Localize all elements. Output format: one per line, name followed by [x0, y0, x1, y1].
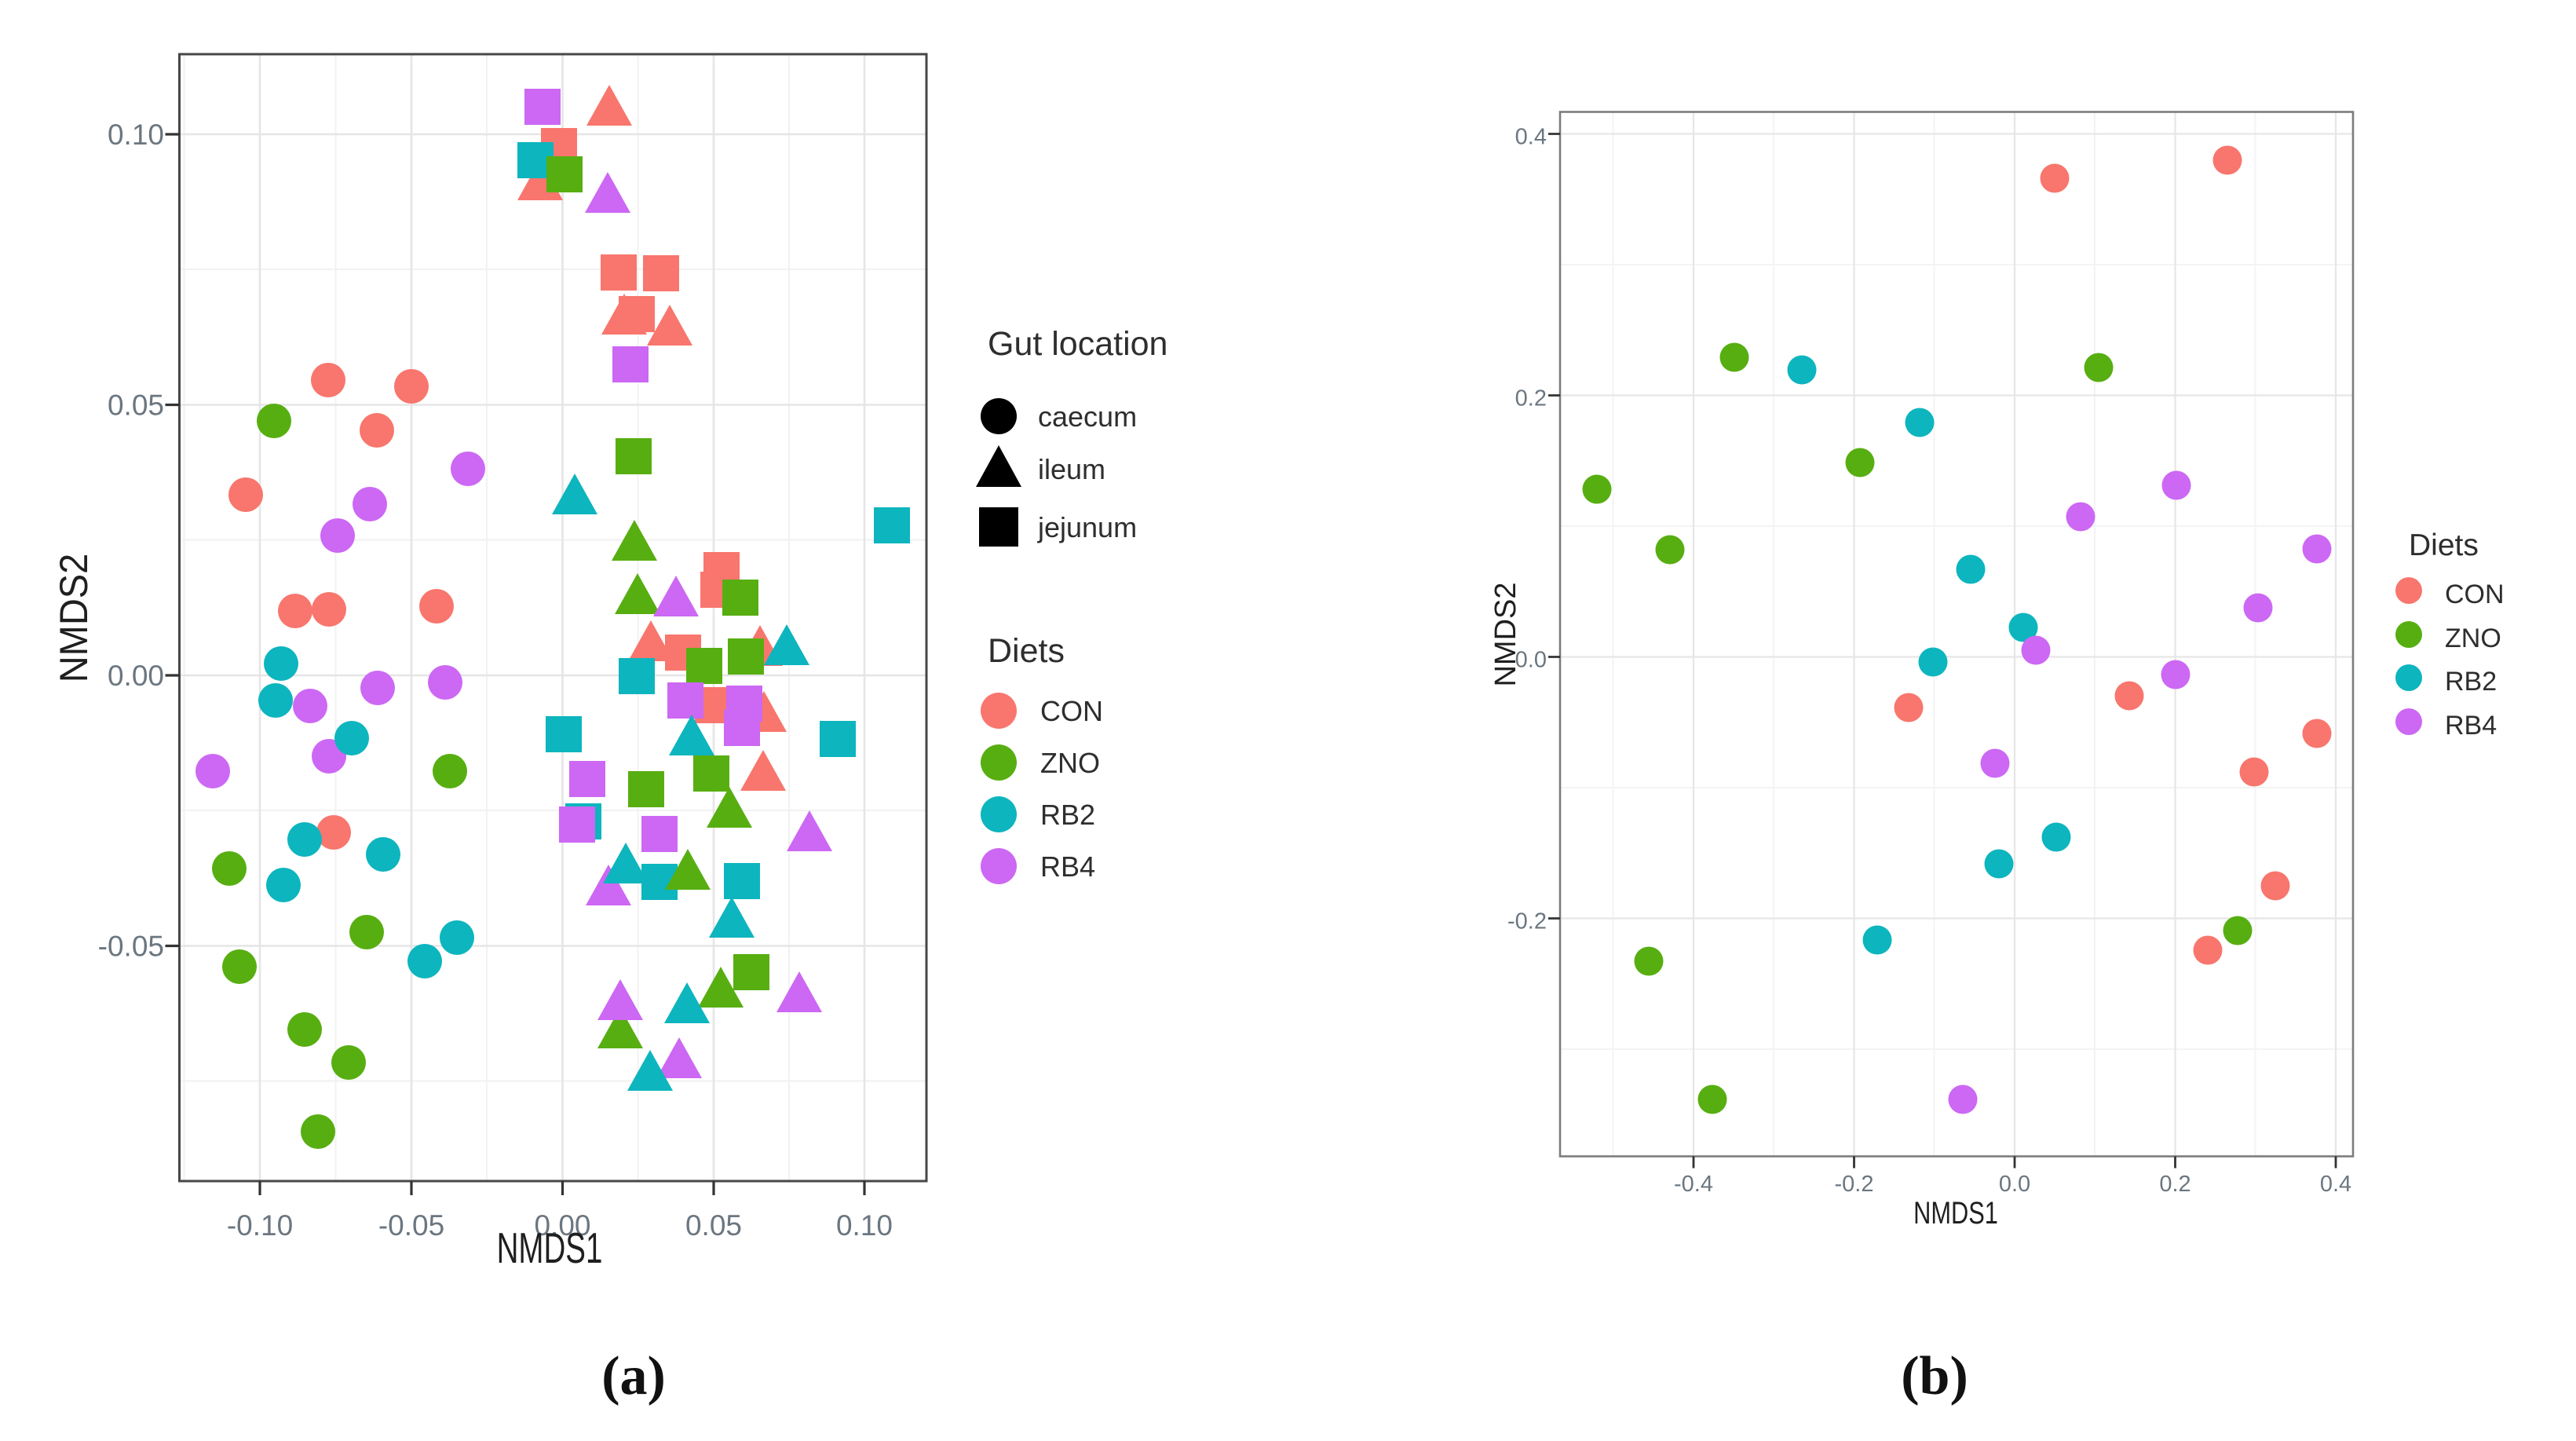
svg-text:-0.10: -0.10	[227, 1209, 293, 1242]
svg-text:Gut location: Gut location	[988, 325, 1167, 363]
svg-text:ZNO: ZNO	[1040, 747, 1100, 779]
svg-text:0.4: 0.4	[1515, 125, 1547, 150]
svg-text:(a): (a)	[601, 1346, 666, 1406]
svg-text:ileum: ileum	[1038, 453, 1105, 485]
svg-text:0.00: 0.00	[108, 660, 164, 692]
svg-text:RB4: RB4	[2445, 711, 2497, 741]
svg-text:caecum: caecum	[1038, 400, 1137, 433]
svg-text:0.4: 0.4	[2320, 1172, 2351, 1197]
svg-text:Diets: Diets	[988, 632, 1065, 670]
svg-text:-0.2: -0.2	[1835, 1172, 1874, 1197]
svg-text:0.05: 0.05	[685, 1209, 742, 1242]
svg-text:RB4: RB4	[1040, 850, 1095, 883]
svg-text:ZNO: ZNO	[2445, 624, 2501, 653]
svg-text:0.10: 0.10	[836, 1209, 893, 1242]
svg-text:NMDS1: NMDS1	[497, 1224, 603, 1272]
svg-text:NMDS1: NMDS1	[1913, 1195, 1998, 1231]
svg-text:RB2: RB2	[1040, 799, 1095, 831]
svg-text:0.0: 0.0	[1999, 1172, 2030, 1197]
svg-text:-0.4: -0.4	[1674, 1172, 1713, 1197]
svg-text:-0.05: -0.05	[378, 1209, 444, 1242]
svg-text:0.2: 0.2	[2159, 1172, 2191, 1197]
svg-text:0.00: 0.00	[534, 1209, 590, 1242]
svg-text:0.10: 0.10	[108, 119, 164, 151]
svg-text:RB2: RB2	[2445, 667, 2497, 697]
svg-text:-0.05: -0.05	[98, 931, 164, 963]
svg-text:CON: CON	[1040, 695, 1103, 727]
svg-text:0.0: 0.0	[1515, 648, 1547, 673]
svg-text:0.05: 0.05	[108, 390, 164, 422]
svg-text:0.2: 0.2	[1515, 386, 1547, 411]
svg-text:-0.2: -0.2	[1507, 909, 1547, 934]
svg-text:Diets: Diets	[2409, 528, 2479, 562]
svg-text:NMDS2: NMDS2	[53, 554, 97, 683]
svg-text:NMDS2: NMDS2	[1489, 582, 1522, 686]
svg-text:(b): (b)	[1901, 1346, 1968, 1406]
svg-text:jejunum: jejunum	[1037, 511, 1137, 543]
svg-text:CON: CON	[2445, 580, 2505, 609]
